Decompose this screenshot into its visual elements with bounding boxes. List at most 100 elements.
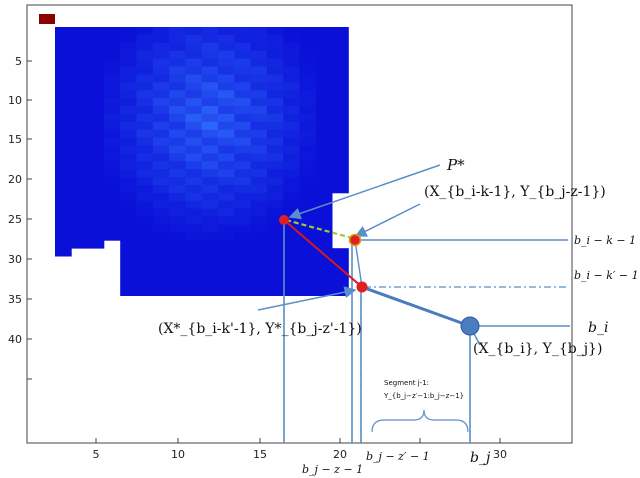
heatmap-cell — [103, 66, 121, 75]
heatmap-cell — [250, 50, 268, 59]
heatmap-cell — [185, 137, 203, 146]
heatmap-cell — [201, 224, 219, 233]
heatmap-cell — [218, 232, 235, 241]
heatmap-cell — [55, 58, 72, 67]
heatmap-cell — [136, 240, 154, 249]
heatmap-cell — [201, 200, 219, 210]
heatmap-cell — [169, 232, 186, 241]
heatmap-cell — [71, 177, 88, 186]
label-bottom-1: b_j − z − 1 — [302, 463, 363, 476]
heatmap-cell — [185, 177, 203, 186]
heatmap-cell — [185, 90, 203, 99]
heatmap-cell — [201, 129, 219, 138]
heatmap-cell — [315, 256, 333, 265]
heatmap-cell — [136, 153, 154, 162]
heatmap-cell — [120, 177, 137, 186]
heatmap-cell — [315, 42, 333, 52]
heatmap-cell — [152, 169, 170, 178]
label-point-lower: (X*_{b_i-k'-1}, Y*_{b_j-z'-1}) — [158, 321, 362, 337]
heatmap-cell — [87, 216, 105, 225]
heatmap-cell — [283, 106, 300, 115]
tick-marks — [27, 60, 501, 443]
heatmap-cell — [87, 129, 105, 138]
heatmap-cell — [283, 271, 300, 281]
heatmap-cell — [120, 106, 137, 115]
heatmap-cell — [234, 200, 251, 210]
heatmap-cell — [120, 185, 137, 194]
heatmap-cell — [201, 216, 219, 225]
point-upper — [348, 233, 362, 247]
heatmap-cell — [55, 208, 72, 217]
label-right-1: b_i − k − 1 — [574, 234, 636, 247]
heatmap-cell — [87, 106, 105, 115]
heatmap-cell — [136, 90, 154, 99]
heatmap-cell — [185, 34, 203, 44]
heatmap-cell — [152, 161, 170, 170]
heatmap-cell — [283, 232, 300, 241]
heatmap-cell — [299, 145, 317, 154]
heatmap-cell — [266, 232, 284, 241]
heatmap-cell — [103, 90, 121, 99]
heatmap-cell — [234, 224, 251, 233]
heatmap-cell — [250, 121, 268, 131]
heatmap-cell — [103, 185, 121, 194]
heatmap-cell — [55, 129, 72, 138]
heatmap-cell — [152, 279, 170, 289]
heatmap-cell — [136, 113, 154, 123]
point-lower — [356, 281, 368, 293]
heatmap-cell — [266, 161, 284, 170]
heatmap-cell — [283, 192, 300, 202]
heatmap-cell — [218, 34, 235, 44]
heatmap-cell — [218, 224, 235, 233]
heatmap-cell — [87, 200, 105, 210]
heatmap-cell — [169, 34, 186, 44]
heatmap-cell — [136, 106, 154, 115]
heatmap-cell — [87, 34, 105, 44]
heatmap-cell — [266, 224, 284, 233]
heatmap-cell — [201, 90, 219, 99]
heatmap-cell — [71, 50, 88, 59]
heatmap-cell — [152, 200, 170, 210]
heatmap-cell — [234, 279, 251, 289]
heatmap-cell — [218, 264, 235, 273]
heatmap-cell — [315, 121, 333, 131]
x-tick: 15 — [253, 448, 267, 461]
heatmap-cell — [250, 224, 268, 233]
heatmap-cell — [250, 232, 268, 241]
path-segment-red — [283, 219, 363, 288]
heatmap-cell — [152, 153, 170, 162]
heatmap-cell — [266, 82, 284, 91]
heatmap-cell — [299, 27, 317, 36]
heatmap-cell — [315, 216, 333, 225]
heatmap-cell — [283, 98, 300, 107]
heatmap-cell — [218, 50, 235, 59]
heatmap-cell — [87, 113, 105, 123]
heatmap-cell — [332, 287, 349, 296]
heatmap-cell — [152, 121, 170, 131]
heatmap-cell — [201, 185, 219, 194]
heatmap-cell — [55, 153, 72, 162]
heatmap-cell — [218, 256, 235, 265]
heatmap-cell — [136, 42, 154, 52]
heatmap-cell — [250, 161, 268, 170]
heatmap-cell — [185, 42, 203, 52]
heatmap-cell — [250, 137, 268, 146]
heatmap-cell — [87, 208, 105, 217]
heatmap-cell — [299, 153, 317, 162]
x-tick: 20 — [333, 448, 347, 461]
heatmap-cell — [234, 287, 251, 296]
heatmap-cell — [201, 98, 219, 107]
heatmap-cell — [120, 192, 137, 202]
heatmap-cell — [266, 74, 284, 83]
x-tick: 10 — [171, 448, 185, 461]
heatmap-cell — [185, 106, 203, 115]
segment-brace — [371, 409, 469, 433]
heatmap-cell — [299, 264, 317, 273]
heatmap-cell — [185, 264, 203, 273]
heatmap-cell — [201, 82, 219, 91]
heatmap-cell — [234, 264, 251, 273]
heatmap-cell — [120, 27, 137, 36]
heatmap-cell — [169, 192, 186, 202]
heatmap-cell — [55, 34, 72, 44]
